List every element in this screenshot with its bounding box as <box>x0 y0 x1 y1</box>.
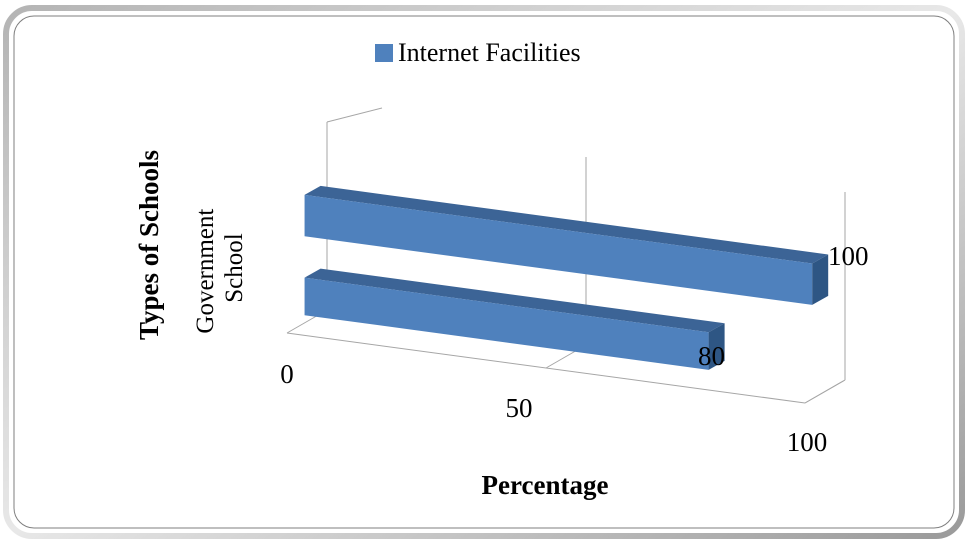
floor-gridline <box>804 379 846 404</box>
bar-end-face <box>708 323 725 370</box>
category-label: Government School <box>192 202 248 333</box>
chart-frame <box>3 5 965 539</box>
data-labels: 100 80 <box>698 241 869 371</box>
x-axis-title: Percentage <box>482 470 609 500</box>
data-label: 100 <box>828 241 869 271</box>
bar <box>304 194 813 305</box>
data-label: 80 <box>698 341 725 371</box>
x-tick-label: 50 <box>506 393 533 423</box>
x-tick-label: 0 <box>280 359 294 389</box>
bar <box>304 277 709 370</box>
bar-end-face <box>812 254 829 305</box>
legend: Internet Facilities <box>375 38 581 67</box>
y-axis-title: Types of Schools <box>134 150 164 340</box>
left-wall-top-edge <box>326 107 383 123</box>
bars <box>304 185 829 370</box>
category-label-line: School <box>221 233 248 303</box>
x-tick-label: 100 <box>787 427 828 457</box>
legend-swatch <box>375 44 393 62</box>
x-tick-labels: 0 50 100 <box>280 359 827 457</box>
legend-label: Internet Facilities <box>398 38 581 67</box>
chart-frame-inner <box>13 15 955 529</box>
bar-top-face <box>304 185 829 264</box>
bar-top-face <box>304 268 725 333</box>
